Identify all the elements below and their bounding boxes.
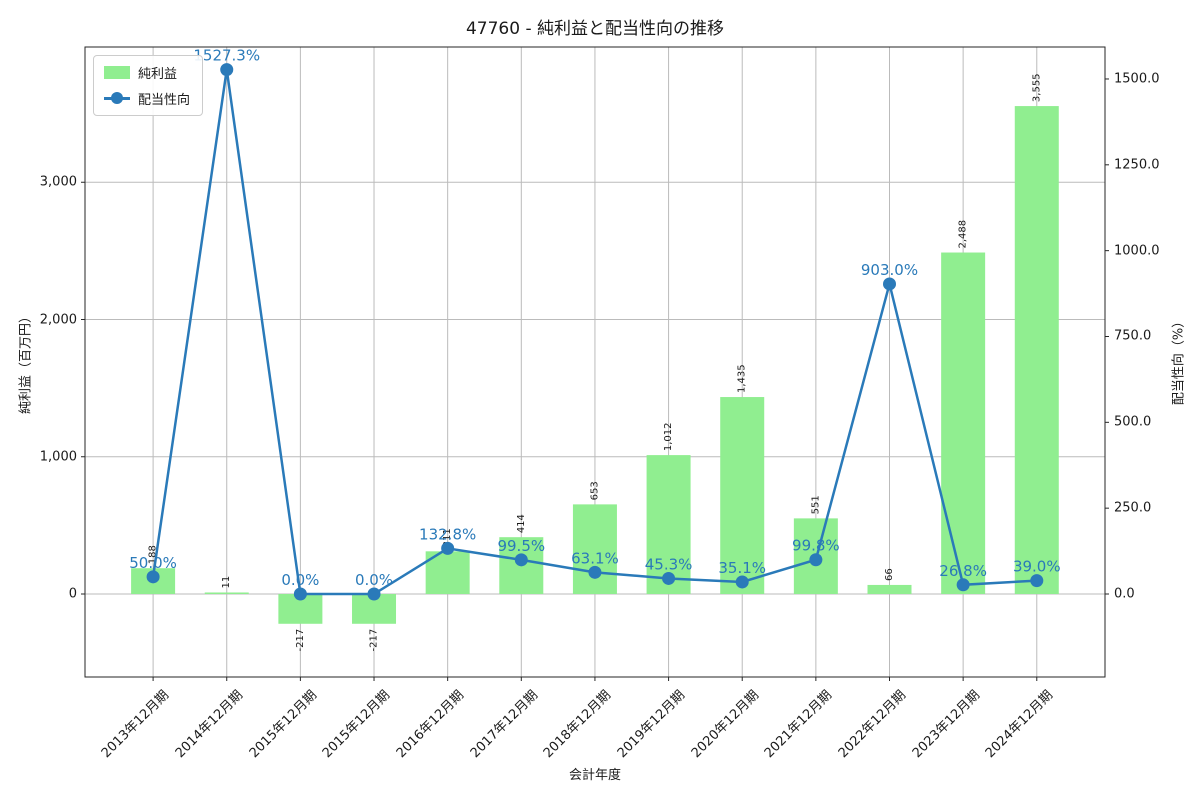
payout-marker: [956, 578, 970, 592]
payout-marker: [662, 571, 676, 585]
y-axis-label-right: 配当性向（%）: [1171, 314, 1187, 406]
bar-value-label: -217: [369, 629, 380, 652]
payout-marker: [220, 63, 234, 77]
payout-marker: [735, 575, 749, 589]
payout-value-label: 45.3%: [645, 555, 693, 573]
x-tick-label: 2015年12月期: [246, 687, 320, 762]
payout-marker: [367, 587, 381, 601]
payout-value-label: 39.0%: [1013, 558, 1061, 576]
payout-marker: [588, 565, 602, 579]
bar: [646, 455, 691, 594]
y-tick-label-right: 0.0: [1114, 586, 1135, 602]
payout-value-label: 903.0%: [861, 261, 918, 279]
bar-value-label: 653: [589, 481, 600, 500]
x-tick-label: 2014年12月期: [172, 687, 247, 762]
payout-value-label: 1527.3%: [193, 47, 260, 65]
payout-marker: [441, 541, 455, 555]
bar-value-label: -217: [295, 629, 306, 652]
x-tick-label: 2022年12月期: [835, 687, 909, 762]
payout-value-label: 99.5%: [497, 537, 545, 555]
y-tick-label-right: 500.0: [1114, 414, 1152, 430]
bar-value-label: 1,012: [663, 422, 674, 451]
x-tick-label: 2017年12月期: [467, 687, 541, 762]
legend: 純利益 配当性向: [93, 55, 204, 116]
bar-value-label: 414: [516, 514, 527, 533]
legend-label: 配当性向: [138, 93, 191, 108]
y-tick-label-left: 0: [68, 586, 77, 602]
legend-item-payout-ratio: 配当性向: [104, 89, 190, 108]
bar-value-label: 1,435: [737, 364, 748, 393]
payout-marker: [146, 570, 160, 584]
bar-value-label: 11: [221, 576, 232, 589]
y-tick-label-right: 1000.0: [1114, 243, 1160, 259]
bar: [572, 504, 617, 594]
x-tick-label: 2021年12月期: [762, 687, 836, 762]
payout-value-label: 35.1%: [718, 559, 766, 577]
payout-marker: [809, 553, 823, 567]
payout-marker: [1030, 574, 1044, 588]
legend-label: 純利益: [138, 67, 178, 82]
bar-value-label: 3,555: [1031, 73, 1042, 102]
x-tick-label: 2024年12月期: [982, 687, 1057, 762]
payout-marker: [883, 277, 896, 291]
x-tick-label: 2019年12月期: [614, 687, 689, 762]
y-tick-label-right: 250.0: [1114, 500, 1152, 516]
payout-marker: [293, 587, 307, 601]
bar-value-label: 66: [884, 568, 895, 581]
y-tick-label-right: 1500.0: [1114, 71, 1160, 87]
bar: [867, 584, 912, 594]
bar-value-label: 551: [810, 495, 821, 514]
bar: [204, 592, 249, 594]
bar: [1014, 106, 1059, 595]
x-tick-label: 2023年12月期: [909, 687, 983, 762]
legend-item-net-income: 純利益: [104, 63, 190, 82]
bar-value-label: 188: [148, 545, 159, 564]
x-tick-label: 2018年12月期: [541, 687, 615, 762]
bar-value-label: 311: [442, 528, 453, 547]
payout-value-label: 63.1%: [571, 549, 619, 567]
x-axis-label: 会計年度: [568, 768, 621, 783]
chart-title: 47760 - 純利益と配当性向の推移: [465, 19, 725, 39]
payout-value-label: 50.0%: [129, 554, 177, 572]
payout-marker: [514, 553, 528, 567]
y-tick-label-right: 1250.0: [1114, 157, 1160, 173]
y-axis-label-left: 純利益（百万円）: [18, 309, 34, 415]
y-tick-label-left: 2,000: [39, 312, 77, 327]
payout-value-label: 0.0%: [281, 571, 319, 589]
y-tick-label-left: 1,000: [39, 449, 77, 465]
y-tick-label-left: 3,000: [39, 174, 77, 190]
bar-value-label: 2,488: [958, 220, 969, 249]
line-marker-swatch-icon: [104, 92, 130, 105]
x-tick-label: 2013年12月期: [99, 687, 173, 762]
plot-svg: 188 11 -217 -217 311 414 653 1,012 1,435 551 66 2,4…: [81, 46, 1109, 681]
payout-value-label: 0.0%: [355, 571, 393, 589]
bar-swatch-icon: [104, 66, 130, 79]
x-tick-label: 2015年12月期: [320, 687, 394, 762]
x-tick-label: 2020年12月期: [688, 687, 762, 762]
bar: [720, 397, 765, 594]
y-tick-label-right: 750.0: [1114, 328, 1152, 344]
plot-area: 188 11 -217 -217 311 414 653 1,012 1,435 551 66 2,4…: [81, 46, 1109, 681]
x-tick-label: 2016年12月期: [393, 687, 468, 762]
payout-value-label: 99.8%: [792, 537, 840, 555]
bar: [941, 252, 986, 594]
payout-value-label: 132.8%: [419, 525, 476, 543]
payout-value-label: 26.8%: [939, 562, 987, 580]
